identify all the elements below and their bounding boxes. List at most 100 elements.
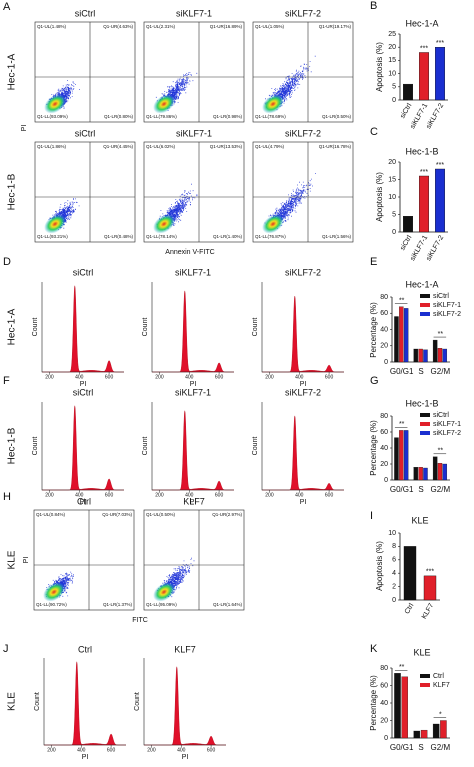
column-title: siCtrl [75, 128, 96, 138]
y-tick-label: 60 [380, 310, 388, 317]
plot-axes [41, 282, 124, 373]
quadrant-label: Q1-UL(1.05%) [255, 24, 285, 29]
significance: ** [399, 421, 405, 428]
x-tick-label: S [418, 367, 423, 376]
quadrant-label: Q1-LR(1.64%) [213, 602, 243, 607]
y-tick-label: 0 [392, 97, 396, 104]
y-tick-label: 6 [392, 557, 396, 564]
density-core [44, 214, 66, 234]
legend-swatch [420, 294, 430, 298]
y-tick-label: 25 [388, 31, 396, 38]
quadrant-label: Q1-UL(1.86%) [37, 144, 67, 149]
column-title: siKLF7-2 [285, 267, 321, 277]
legend-label: siKLF7-1 [433, 302, 461, 309]
significance: ** [438, 331, 444, 338]
x-axis-label: PI [300, 381, 307, 388]
x-tick-label: Ctrl [404, 602, 416, 615]
x-tick-label: 400 [75, 492, 84, 498]
quadrant-label: Q1-LR(1.40%) [213, 234, 243, 239]
y-axis-label: PI [23, 557, 30, 564]
quadrant-label: Q1-LL(78.14%) [146, 234, 177, 239]
x-tick-label: 200 [147, 747, 156, 753]
x-tick-label: 400 [295, 492, 304, 498]
x-axis-label: Annexin V-FITC [165, 249, 214, 256]
panel-label: A [3, 1, 11, 13]
bar [437, 348, 443, 363]
significance: *** [420, 45, 428, 52]
histogram [144, 666, 226, 746]
column-title: siKLF7-1 [175, 267, 211, 277]
x-axis-label: PI [190, 499, 197, 506]
x-axis-label: PI [80, 381, 87, 388]
y-axis-label: Apoptosis (%) [375, 42, 384, 92]
y-tick-label: 0 [384, 735, 388, 742]
column-title: siKLF7-2 [285, 387, 321, 397]
x-tick-label: G0/G1 [390, 367, 414, 376]
x-tick-label: 400 [185, 492, 194, 498]
x-tick-label: G2/M [431, 485, 451, 494]
bar [418, 348, 423, 363]
bar [432, 723, 440, 739]
plot-axes [151, 282, 234, 373]
quadrant-label: Q1-LR(0.48%) [104, 234, 134, 239]
quadrant-label: Q1-UL(0.50%) [146, 512, 176, 517]
y-tick-label: 80 [380, 665, 388, 672]
column-title: Ctrl [77, 496, 91, 506]
quadrant-label: Q1-UR(7.03%) [102, 512, 132, 517]
x-tick-label: 400 [295, 374, 304, 380]
panel-label: G [370, 375, 379, 387]
x-tick-label: G2/M [431, 743, 451, 752]
y-axis-label: Apoptosis (%) [375, 172, 384, 222]
significance: *** [436, 162, 444, 169]
y-axis-label: Count [32, 318, 39, 337]
x-tick-label: 200 [265, 492, 274, 498]
legend-swatch [420, 413, 430, 417]
bar [399, 430, 404, 481]
y-tick-label: 80 [380, 294, 388, 301]
y-tick-label: 15 [388, 57, 396, 64]
significance: ** [399, 664, 405, 671]
significance: *** [436, 40, 444, 47]
y-tick-label: 20 [380, 343, 388, 350]
x-tick-label: 600 [105, 374, 114, 380]
legend-label: siCtrl [433, 293, 449, 300]
quadrant-label: Q1-UL(1.48%) [37, 24, 67, 29]
quadrant-label: Q1-LL(90.72%) [36, 602, 67, 607]
bar [423, 349, 428, 363]
row-label: KLE [7, 550, 18, 569]
chart-title: Hec-1-A [405, 279, 438, 289]
y-tick-label: 60 [380, 682, 388, 689]
chart-title: Hec-1-B [405, 398, 438, 408]
significance: ** [399, 298, 405, 305]
plot-axes [261, 402, 344, 491]
x-axis-label: FITC [132, 617, 148, 624]
column-title: siCtrl [73, 387, 94, 397]
y-axis-label: Percentage (%) [369, 420, 378, 476]
quadrant-label: Q1-UR(4.63%) [103, 24, 133, 29]
row-label: KLE [7, 692, 18, 711]
x-axis-label: PI [190, 381, 197, 388]
y-tick-label: 0 [392, 229, 396, 236]
column-title: siKLF7-2 [285, 8, 321, 18]
density-core [153, 94, 175, 114]
y-tick-label: 10 [388, 530, 396, 537]
quadrant-label: Q1-UL(6.02%) [146, 144, 176, 149]
y-tick-label: 0 [384, 477, 388, 484]
bar [435, 168, 446, 233]
legend-swatch [420, 312, 430, 316]
plot-axes [143, 658, 226, 746]
x-tick-label: 400 [75, 374, 84, 380]
quadrant-label: Q1-UR(16.89%) [210, 24, 243, 29]
row-label: Hec-1-A [7, 53, 18, 90]
panel-label: B [370, 0, 377, 12]
panel-label: E [370, 256, 377, 268]
y-tick-label: 5 [392, 211, 396, 218]
legend-swatch [420, 303, 430, 307]
bar [403, 83, 414, 101]
x-tick-label: 200 [155, 492, 164, 498]
chart-title: Hec-1-A [405, 18, 438, 28]
legend-swatch [420, 683, 430, 687]
y-axis-label: Count [34, 692, 41, 711]
row-label: Hec-1-A [7, 308, 18, 345]
density-core [262, 94, 284, 114]
